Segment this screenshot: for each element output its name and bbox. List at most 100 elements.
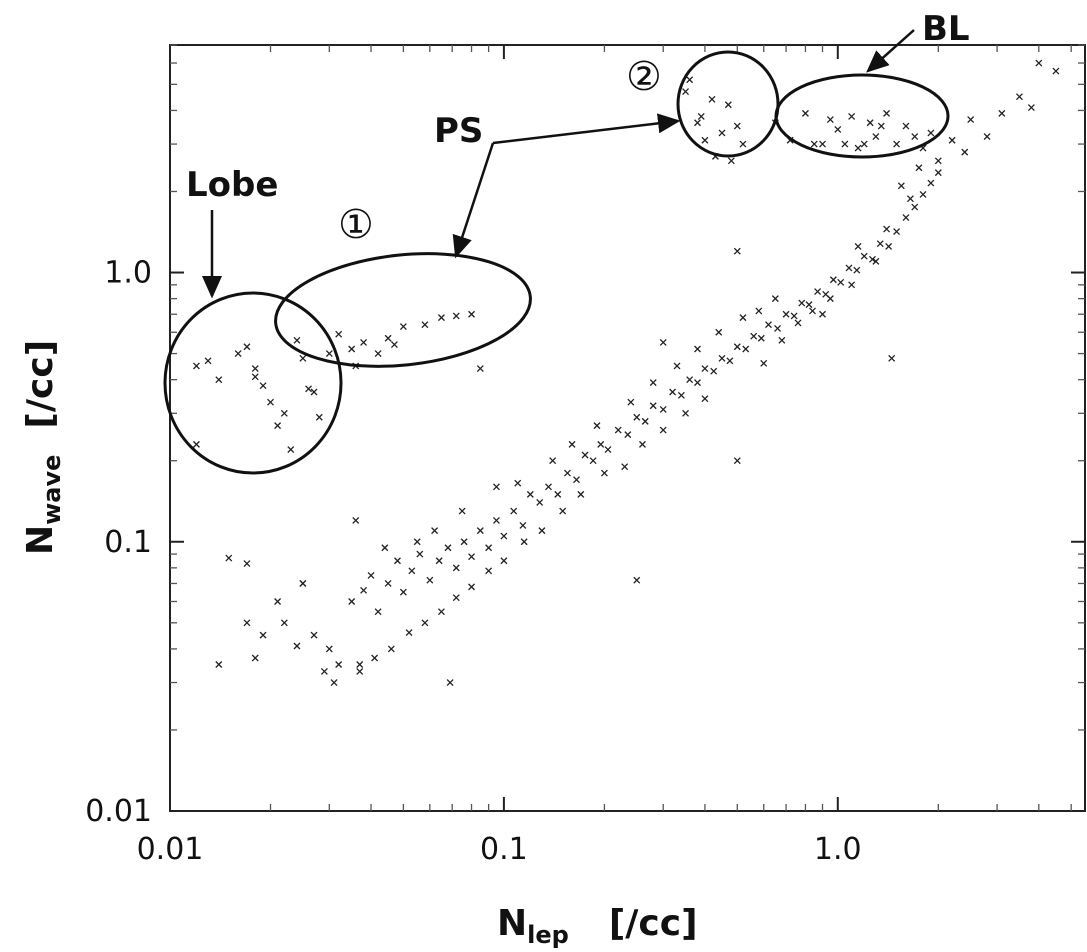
data-point	[500, 557, 508, 565]
data-point	[854, 144, 862, 152]
data-point	[686, 76, 694, 84]
data-point	[915, 164, 923, 172]
data-point	[829, 276, 837, 284]
data-point	[568, 440, 576, 448]
data-point	[701, 395, 709, 403]
annotation-bl: BL	[922, 9, 970, 49]
data-point	[682, 88, 690, 96]
data-point	[718, 354, 726, 362]
data-point	[934, 157, 942, 165]
data-point	[204, 357, 212, 365]
data-point	[848, 281, 856, 289]
data-point	[927, 179, 935, 187]
data-point	[961, 148, 969, 156]
data-point	[325, 645, 333, 653]
annotation-arrows	[202, 29, 915, 299]
data-point	[659, 426, 667, 434]
data-point	[468, 310, 475, 318]
data-point	[805, 301, 813, 309]
data-point	[733, 343, 741, 351]
data-point	[826, 295, 834, 303]
data-point	[287, 446, 295, 454]
data-points	[192, 59, 1060, 687]
data-point	[225, 554, 233, 562]
ps-arrow-to-2	[492, 113, 681, 145]
lobe-ellipse	[163, 291, 343, 475]
data-point	[325, 350, 333, 358]
data-point	[413, 538, 421, 546]
data-point	[906, 195, 914, 203]
data-point	[659, 338, 667, 346]
data-point	[243, 619, 251, 627]
data-point	[444, 544, 452, 552]
annotation-ps: PS	[434, 111, 483, 151]
data-point	[305, 385, 313, 393]
data-point	[694, 379, 701, 387]
data-point	[563, 469, 571, 477]
data-point	[739, 314, 747, 322]
data-point	[460, 538, 468, 546]
y-axis-title-sub: wave	[38, 455, 66, 525]
data-point	[673, 362, 681, 370]
data-point	[883, 109, 891, 117]
data-point	[733, 122, 741, 130]
data-point	[755, 307, 763, 315]
data-point	[476, 365, 484, 372]
ps-arrow-to-1	[452, 142, 495, 259]
bl-ellipse	[774, 73, 950, 159]
data-point	[274, 422, 282, 430]
data-point	[877, 122, 885, 130]
data-point	[701, 365, 709, 372]
data-point	[614, 426, 622, 434]
data-point	[259, 631, 267, 639]
data-point	[446, 679, 454, 687]
x-tick-label: 0.1	[480, 832, 528, 867]
data-point	[510, 507, 518, 515]
data-point	[860, 140, 868, 148]
data-point	[437, 314, 445, 322]
data-point	[589, 457, 597, 465]
data-point	[604, 446, 612, 454]
data-point	[371, 654, 379, 662]
svg-text:Nlep[/cc]: Nlep [/cc]	[497, 903, 698, 949]
data-point	[649, 402, 657, 410]
data-point	[215, 376, 223, 384]
data-point	[885, 242, 893, 250]
data-point	[798, 299, 806, 307]
data-point	[911, 203, 919, 211]
y-axis-title-main: N	[20, 525, 61, 555]
data-point	[520, 538, 528, 546]
data-point	[597, 440, 605, 448]
data-point	[577, 490, 585, 498]
data-point	[259, 382, 267, 390]
data-point	[897, 182, 905, 190]
data-point	[1035, 59, 1043, 67]
data-point	[192, 440, 200, 448]
data-point	[697, 112, 705, 120]
annotation-lobe: Lobe	[186, 165, 278, 205]
data-point	[983, 133, 991, 140]
data-point	[492, 483, 500, 491]
data-point	[848, 112, 856, 120]
data-point	[733, 247, 741, 255]
data-point	[452, 312, 460, 320]
data-point	[902, 214, 910, 222]
data-point	[593, 422, 601, 430]
data-point	[549, 457, 557, 465]
data-point	[352, 516, 360, 524]
data-point	[911, 133, 919, 140]
data-point	[686, 376, 694, 384]
svg-text:Nwave[/cc]: Nwave [/cc]	[20, 340, 66, 555]
y-tick-label: 0.01	[85, 794, 152, 829]
data-point	[726, 357, 734, 365]
data-point	[794, 319, 802, 327]
data-point	[771, 295, 779, 303]
data-point	[801, 109, 809, 117]
data-point	[727, 157, 735, 165]
data-point	[399, 588, 407, 596]
data-point	[633, 413, 641, 421]
data-point	[814, 288, 822, 295]
data-point	[919, 190, 927, 198]
data-point	[421, 321, 429, 329]
data-point	[724, 101, 732, 109]
